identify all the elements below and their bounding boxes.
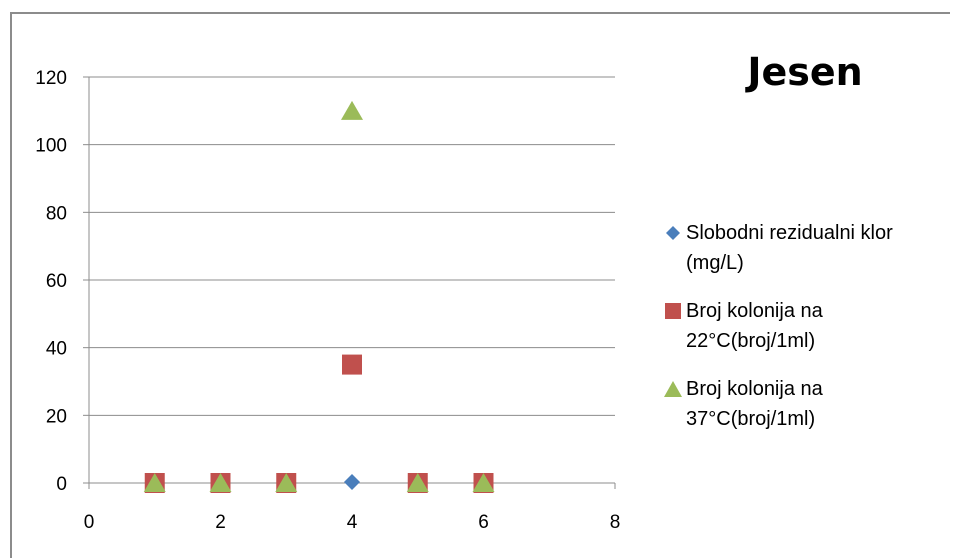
x-tick-label: 4	[347, 512, 358, 533]
x-tick-label: 8	[610, 512, 621, 533]
x-tick-label: 2	[215, 512, 226, 533]
y-tick-label: 60	[46, 271, 67, 292]
legend-item-colonies-37: Broj kolonija na 37°C(broj/1ml)	[662, 374, 952, 434]
y-tick-label: 0	[56, 474, 67, 495]
triangle-marker-icon	[662, 374, 684, 404]
chart-frame	[10, 12, 950, 558]
colonies-37-point	[275, 473, 298, 492]
x-tick-label: 0	[84, 512, 95, 533]
legend-label: Broj kolonija na 37°C(broj/1ml)	[686, 378, 823, 430]
y-tick-label: 100	[35, 136, 67, 157]
colonies-37-point	[341, 100, 363, 120]
gridlines	[89, 76, 615, 416]
diamond-marker-icon	[662, 218, 684, 248]
data-points	[143, 100, 495, 493]
y-tick-label: 20	[46, 406, 67, 427]
y-tick-label: 120	[35, 68, 67, 89]
colonies-37-point	[209, 473, 232, 492]
colonies-37-point	[472, 473, 495, 492]
chart-title: Jesen	[747, 50, 863, 94]
square-marker-icon	[662, 296, 684, 326]
colonies-37-point	[406, 473, 429, 492]
legend-label: Slobodni rezidualni klor (mg/L)	[686, 222, 893, 274]
y-axis-ticks: 0 20 40 60 80 100 120	[35, 68, 89, 495]
y-tick-label: 80	[46, 203, 67, 224]
colonies-37-point	[143, 473, 166, 492]
colonies-22-point	[342, 354, 362, 375]
legend-item-chlorine: Slobodni rezidualni klor (mg/L)	[662, 218, 952, 278]
chlorine-point	[344, 473, 360, 490]
legend-item-colonies-22: Broj kolonija na 22°C(broj/1ml)	[662, 296, 952, 356]
y-tick-label: 40	[46, 339, 67, 360]
legend: Slobodni rezidualni klor (mg/L) Broj kol…	[662, 218, 952, 452]
legend-label: Broj kolonija na 22°C(broj/1ml)	[686, 300, 823, 352]
x-tick-label: 6	[478, 512, 489, 533]
